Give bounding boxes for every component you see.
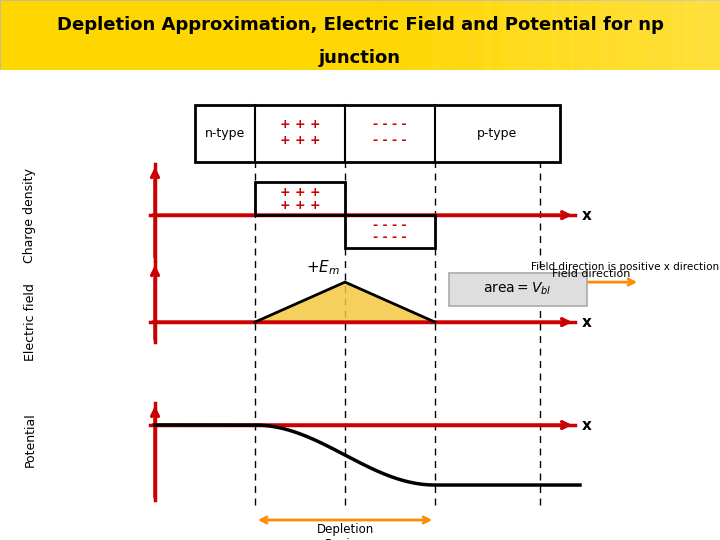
Bar bbox=[456, 0, 480, 70]
Bar bbox=[401, 0, 411, 70]
Bar bbox=[686, 0, 688, 70]
Bar bbox=[552, 0, 576, 70]
Bar bbox=[672, 0, 696, 70]
Bar bbox=[696, 0, 720, 70]
Text: + + +: + + + bbox=[279, 134, 320, 147]
Text: Electric field: Electric field bbox=[24, 283, 37, 361]
Bar bbox=[468, 0, 477, 70]
Text: p-type: p-type bbox=[477, 127, 518, 140]
Bar bbox=[451, 0, 460, 70]
Bar bbox=[648, 0, 672, 70]
Text: $+E_m$: $+E_m$ bbox=[306, 259, 340, 277]
Text: Depletion
Region: Depletion Region bbox=[316, 523, 374, 540]
Bar bbox=[384, 0, 408, 70]
Text: - - - -: - - - - bbox=[373, 219, 407, 232]
Text: + + +: + + + bbox=[279, 186, 320, 199]
Text: Potential: Potential bbox=[24, 413, 37, 468]
Bar bbox=[195, 105, 560, 162]
Text: x: x bbox=[582, 417, 592, 433]
Text: Charge density: Charge density bbox=[24, 168, 37, 262]
Bar bbox=[432, 0, 456, 70]
FancyBboxPatch shape bbox=[449, 273, 587, 306]
Bar bbox=[351, 0, 363, 70]
Bar bbox=[670, 0, 671, 70]
Text: + + +: + + + bbox=[279, 199, 320, 212]
Text: - - - -: - - - - bbox=[373, 134, 407, 147]
Bar bbox=[518, 0, 525, 70]
Bar bbox=[624, 0, 648, 70]
Bar bbox=[408, 0, 432, 70]
Bar bbox=[502, 0, 509, 70]
Bar bbox=[480, 0, 504, 70]
Bar bbox=[345, 215, 435, 248]
Text: + + +: + + + bbox=[279, 118, 320, 131]
Bar bbox=[434, 0, 444, 70]
Bar bbox=[216, 0, 233, 70]
Bar bbox=[384, 0, 395, 70]
Bar bbox=[300, 0, 314, 70]
Text: junction: junction bbox=[319, 49, 401, 66]
Bar bbox=[360, 0, 384, 70]
Bar bbox=[576, 0, 600, 70]
Text: n-type: n-type bbox=[205, 127, 245, 140]
Bar bbox=[585, 0, 590, 70]
Bar bbox=[485, 0, 492, 70]
Bar bbox=[528, 0, 552, 70]
Bar bbox=[283, 0, 298, 70]
Bar bbox=[552, 0, 557, 70]
Bar bbox=[333, 0, 346, 70]
Text: Field direction: Field direction bbox=[552, 269, 631, 279]
Text: Field direction is positive x direction: Field direction is positive x direction bbox=[531, 262, 719, 272]
Text: x: x bbox=[582, 208, 592, 222]
Bar bbox=[569, 0, 574, 70]
Bar bbox=[367, 0, 379, 70]
Bar bbox=[535, 0, 541, 70]
Bar bbox=[619, 0, 623, 70]
Text: $\mathrm{area}=V_{bl}$: $\mathrm{area}=V_{bl}$ bbox=[483, 281, 552, 298]
Bar bbox=[266, 0, 282, 70]
Text: x: x bbox=[582, 315, 592, 329]
Bar bbox=[504, 0, 528, 70]
Bar bbox=[418, 0, 428, 70]
Bar bbox=[600, 0, 624, 70]
Text: - - - -: - - - - bbox=[373, 118, 407, 131]
Bar bbox=[255, 182, 345, 215]
Bar bbox=[653, 0, 655, 70]
Bar bbox=[317, 0, 330, 70]
Bar bbox=[603, 0, 606, 70]
Bar bbox=[636, 0, 639, 70]
Text: Depletion Approximation, Electric Field and Potential for np: Depletion Approximation, Electric Field … bbox=[57, 16, 663, 33]
Polygon shape bbox=[255, 282, 435, 322]
Bar bbox=[250, 0, 265, 70]
Text: - - - -: - - - - bbox=[373, 231, 407, 244]
Bar bbox=[233, 0, 249, 70]
